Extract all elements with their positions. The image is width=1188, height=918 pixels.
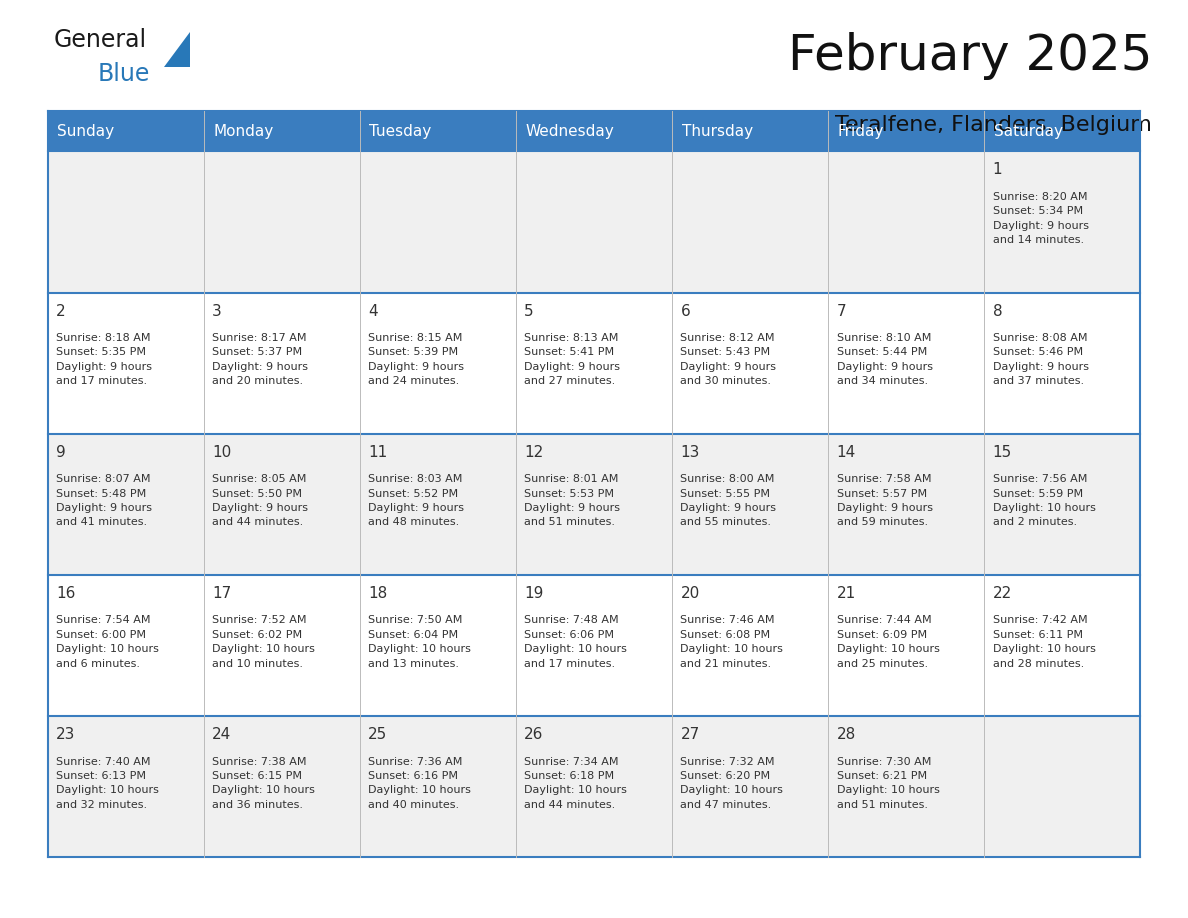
Text: Sunrise: 8:13 AM
Sunset: 5:41 PM
Daylight: 9 hours
and 27 minutes.: Sunrise: 8:13 AM Sunset: 5:41 PM Dayligh… <box>524 333 620 386</box>
Text: Sunrise: 7:36 AM
Sunset: 6:16 PM
Daylight: 10 hours
and 40 minutes.: Sunrise: 7:36 AM Sunset: 6:16 PM Dayligh… <box>368 756 470 810</box>
Text: Monday: Monday <box>213 124 273 139</box>
Text: Saturday: Saturday <box>994 124 1063 139</box>
Text: 28: 28 <box>836 727 855 743</box>
Text: Sunrise: 7:32 AM
Sunset: 6:20 PM
Daylight: 10 hours
and 47 minutes.: Sunrise: 7:32 AM Sunset: 6:20 PM Dayligh… <box>681 756 783 810</box>
Text: 15: 15 <box>993 445 1012 460</box>
Text: Sunrise: 7:52 AM
Sunset: 6:02 PM
Daylight: 10 hours
and 10 minutes.: Sunrise: 7:52 AM Sunset: 6:02 PM Dayligh… <box>211 615 315 668</box>
Text: 5: 5 <box>524 304 533 319</box>
Text: 8: 8 <box>993 304 1003 319</box>
Text: Sunrise: 8:17 AM
Sunset: 5:37 PM
Daylight: 9 hours
and 20 minutes.: Sunrise: 8:17 AM Sunset: 5:37 PM Dayligh… <box>211 333 308 386</box>
Text: 2: 2 <box>56 304 65 319</box>
Text: Sunrise: 8:15 AM
Sunset: 5:39 PM
Daylight: 9 hours
and 24 minutes.: Sunrise: 8:15 AM Sunset: 5:39 PM Dayligh… <box>368 333 465 386</box>
Text: Sunrise: 8:18 AM
Sunset: 5:35 PM
Daylight: 9 hours
and 17 minutes.: Sunrise: 8:18 AM Sunset: 5:35 PM Dayligh… <box>56 333 152 386</box>
Text: Sunrise: 7:46 AM
Sunset: 6:08 PM
Daylight: 10 hours
and 21 minutes.: Sunrise: 7:46 AM Sunset: 6:08 PM Dayligh… <box>681 615 783 668</box>
Text: Sunrise: 7:34 AM
Sunset: 6:18 PM
Daylight: 10 hours
and 44 minutes.: Sunrise: 7:34 AM Sunset: 6:18 PM Dayligh… <box>524 756 627 810</box>
Text: 12: 12 <box>524 445 543 460</box>
Bar <box>48 716 1140 857</box>
Text: Sunrise: 8:08 AM
Sunset: 5:46 PM
Daylight: 9 hours
and 37 minutes.: Sunrise: 8:08 AM Sunset: 5:46 PM Dayligh… <box>993 333 1088 386</box>
Text: Sunrise: 7:44 AM
Sunset: 6:09 PM
Daylight: 10 hours
and 25 minutes.: Sunrise: 7:44 AM Sunset: 6:09 PM Dayligh… <box>836 615 940 668</box>
Text: Wednesday: Wednesday <box>525 124 614 139</box>
Bar <box>48 434 1140 575</box>
Text: Sunrise: 7:50 AM
Sunset: 6:04 PM
Daylight: 10 hours
and 13 minutes.: Sunrise: 7:50 AM Sunset: 6:04 PM Dayligh… <box>368 615 470 668</box>
Text: 10: 10 <box>211 445 232 460</box>
Text: Sunrise: 8:07 AM
Sunset: 5:48 PM
Daylight: 9 hours
and 41 minutes.: Sunrise: 8:07 AM Sunset: 5:48 PM Dayligh… <box>56 475 152 528</box>
Text: Teralfene, Flanders, Belgium: Teralfene, Flanders, Belgium <box>835 115 1152 135</box>
Text: 18: 18 <box>368 586 387 601</box>
Text: February 2025: February 2025 <box>788 32 1152 80</box>
Text: Sunrise: 8:03 AM
Sunset: 5:52 PM
Daylight: 9 hours
and 48 minutes.: Sunrise: 8:03 AM Sunset: 5:52 PM Dayligh… <box>368 475 465 528</box>
Text: Sunrise: 7:30 AM
Sunset: 6:21 PM
Daylight: 10 hours
and 51 minutes.: Sunrise: 7:30 AM Sunset: 6:21 PM Dayligh… <box>836 756 940 810</box>
Text: 7: 7 <box>836 304 846 319</box>
Text: Sunday: Sunday <box>57 124 114 139</box>
Text: 24: 24 <box>211 727 232 743</box>
Text: 22: 22 <box>993 586 1012 601</box>
Text: 21: 21 <box>836 586 855 601</box>
Bar <box>48 151 1140 293</box>
Text: Sunrise: 7:40 AM
Sunset: 6:13 PM
Daylight: 10 hours
and 32 minutes.: Sunrise: 7:40 AM Sunset: 6:13 PM Dayligh… <box>56 756 159 810</box>
Text: Sunrise: 8:12 AM
Sunset: 5:43 PM
Daylight: 9 hours
and 30 minutes.: Sunrise: 8:12 AM Sunset: 5:43 PM Dayligh… <box>681 333 777 386</box>
Text: 19: 19 <box>524 586 544 601</box>
Text: Sunrise: 7:38 AM
Sunset: 6:15 PM
Daylight: 10 hours
and 36 minutes.: Sunrise: 7:38 AM Sunset: 6:15 PM Dayligh… <box>211 756 315 810</box>
Text: Friday: Friday <box>838 124 884 139</box>
Text: 25: 25 <box>368 727 387 743</box>
Text: 14: 14 <box>836 445 855 460</box>
Text: 17: 17 <box>211 586 232 601</box>
Text: Sunrise: 8:01 AM
Sunset: 5:53 PM
Daylight: 9 hours
and 51 minutes.: Sunrise: 8:01 AM Sunset: 5:53 PM Dayligh… <box>524 475 620 528</box>
Text: 23: 23 <box>56 727 75 743</box>
Text: Sunrise: 7:48 AM
Sunset: 6:06 PM
Daylight: 10 hours
and 17 minutes.: Sunrise: 7:48 AM Sunset: 6:06 PM Dayligh… <box>524 615 627 668</box>
Text: 16: 16 <box>56 586 75 601</box>
Text: Sunrise: 8:00 AM
Sunset: 5:55 PM
Daylight: 9 hours
and 55 minutes.: Sunrise: 8:00 AM Sunset: 5:55 PM Dayligh… <box>681 475 777 528</box>
Text: 6: 6 <box>681 304 690 319</box>
Text: 3: 3 <box>211 304 222 319</box>
Text: 9: 9 <box>56 445 65 460</box>
Text: 11: 11 <box>368 445 387 460</box>
Text: Thursday: Thursday <box>682 124 753 139</box>
Polygon shape <box>164 32 190 67</box>
Text: 13: 13 <box>681 445 700 460</box>
Text: Sunrise: 7:56 AM
Sunset: 5:59 PM
Daylight: 10 hours
and 2 minutes.: Sunrise: 7:56 AM Sunset: 5:59 PM Dayligh… <box>993 475 1095 528</box>
Bar <box>48 293 1140 434</box>
Text: Sunrise: 7:58 AM
Sunset: 5:57 PM
Daylight: 9 hours
and 59 minutes.: Sunrise: 7:58 AM Sunset: 5:57 PM Dayligh… <box>836 475 933 528</box>
Text: Sunrise: 8:10 AM
Sunset: 5:44 PM
Daylight: 9 hours
and 34 minutes.: Sunrise: 8:10 AM Sunset: 5:44 PM Dayligh… <box>836 333 933 386</box>
Text: Blue: Blue <box>97 62 150 86</box>
Text: Sunrise: 7:42 AM
Sunset: 6:11 PM
Daylight: 10 hours
and 28 minutes.: Sunrise: 7:42 AM Sunset: 6:11 PM Dayligh… <box>993 615 1095 668</box>
Text: Tuesday: Tuesday <box>369 124 431 139</box>
Bar <box>48 575 1140 716</box>
Text: General: General <box>53 28 146 51</box>
Text: Sunrise: 8:20 AM
Sunset: 5:34 PM
Daylight: 9 hours
and 14 minutes.: Sunrise: 8:20 AM Sunset: 5:34 PM Dayligh… <box>993 192 1088 245</box>
Text: Sunrise: 8:05 AM
Sunset: 5:50 PM
Daylight: 9 hours
and 44 minutes.: Sunrise: 8:05 AM Sunset: 5:50 PM Dayligh… <box>211 475 308 528</box>
Text: 27: 27 <box>681 727 700 743</box>
Text: 20: 20 <box>681 586 700 601</box>
Bar <box>48 111 1140 151</box>
Text: 4: 4 <box>368 304 378 319</box>
Text: 1: 1 <box>993 162 1003 177</box>
Text: Sunrise: 7:54 AM
Sunset: 6:00 PM
Daylight: 10 hours
and 6 minutes.: Sunrise: 7:54 AM Sunset: 6:00 PM Dayligh… <box>56 615 159 668</box>
Text: 26: 26 <box>524 727 544 743</box>
